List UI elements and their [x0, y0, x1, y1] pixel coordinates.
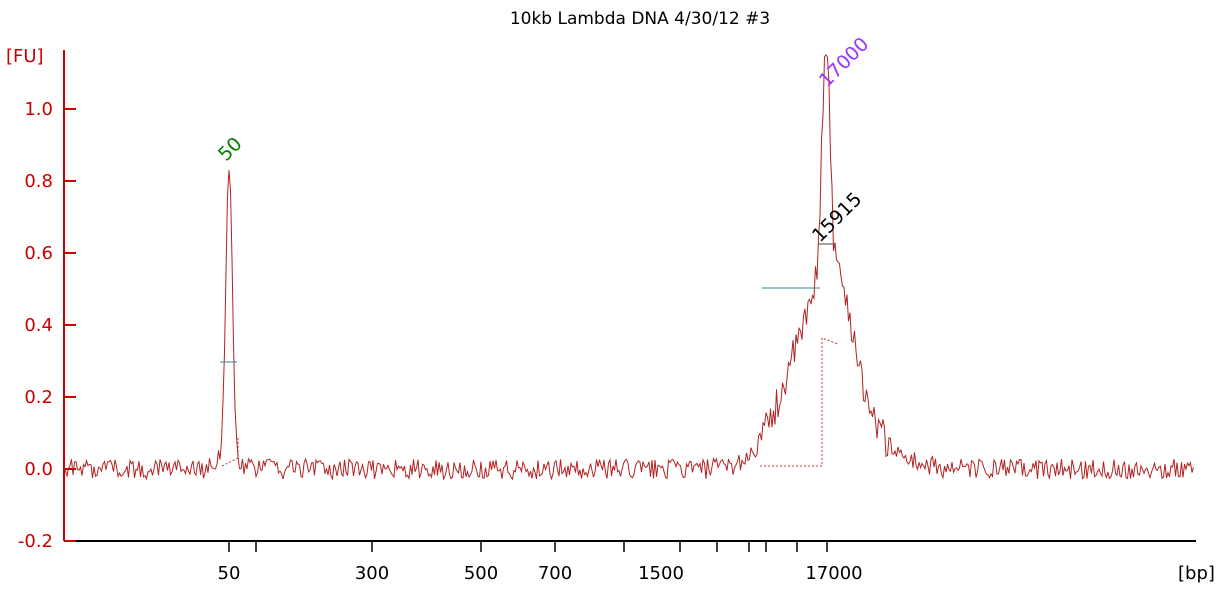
x-tick-label: 50 [218, 563, 241, 584]
chart-title: 10kb Lambda DNA 4/30/12 #3 [510, 9, 770, 29]
y-tick-label: -0.2 [18, 531, 53, 552]
peak-markers [220, 243, 834, 363]
baseline-marker-smear [760, 337, 839, 467]
y-tick-label: 0.4 [24, 315, 53, 336]
y-tick-label: 0.2 [24, 387, 53, 408]
x-tick-label: 17000 [805, 563, 862, 584]
signal-trace-group [63, 54, 1194, 481]
x-tick-label: 500 [464, 563, 498, 584]
baseline-marker-50 [221, 436, 239, 467]
x-tick-label: 1500 [638, 563, 684, 584]
baseline-segments [221, 337, 839, 467]
y-tick-label: 0.8 [24, 171, 53, 192]
y-tick-label: 1.0 [24, 99, 53, 120]
y-tick-label: 0.0 [24, 459, 53, 480]
x-tick-label: 700 [538, 563, 572, 584]
x-tick-label: 300 [355, 563, 389, 584]
y-axis-label: [FU] [6, 46, 44, 67]
peak-label-15915: 15915 [808, 188, 866, 246]
peak-labels: 50 17000 15915 [214, 33, 873, 246]
axes-group: -0.2 0.0 0.2 0.4 0.6 0.8 1.0 50 300 500 700 1500 170… [18, 50, 1196, 584]
x-axis-label: [bp] [1178, 563, 1215, 584]
signal-trace [63, 54, 1194, 481]
peak-label-50: 50 [214, 133, 247, 166]
peak-label-17000: 17000 [815, 33, 873, 91]
y-tick-label: 0.6 [24, 243, 53, 264]
